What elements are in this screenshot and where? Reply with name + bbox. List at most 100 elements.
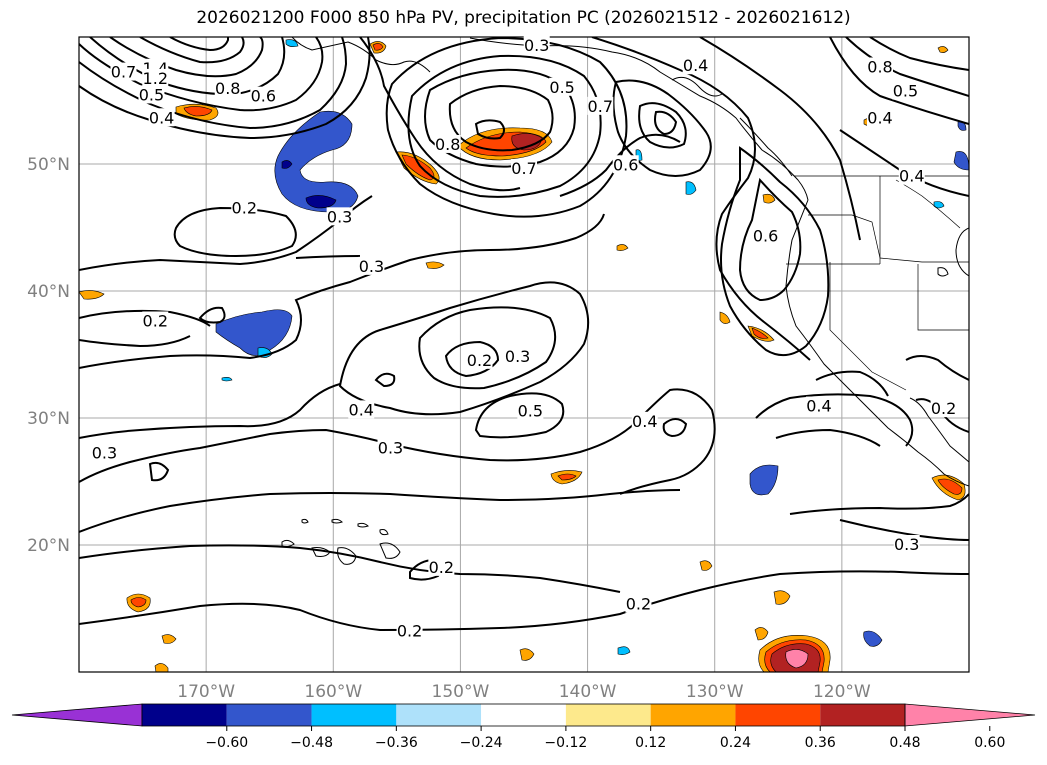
precip-area-positive — [616, 244, 629, 251]
precip-area-positive — [161, 634, 177, 644]
precip-area-positive — [773, 590, 791, 605]
precip-area-positive — [519, 648, 535, 661]
colorbar-segment — [226, 704, 312, 726]
coastlines — [291, 37, 969, 487]
contour-label-bg — [214, 79, 241, 98]
contour-label-bg — [396, 621, 423, 640]
contour-label: 0.4 — [867, 108, 892, 127]
colorbar-tick-label: 0.60 — [974, 735, 1005, 751]
precip-area-positive — [937, 478, 963, 495]
contour-label-bg — [549, 77, 576, 96]
contour-label-bg — [587, 96, 614, 115]
contour-label: 0.4 — [149, 108, 174, 127]
lon-tick-label: 150°W — [432, 682, 490, 702]
colorbar-segment — [820, 704, 905, 726]
latitude-labels: 20°N 30°N 40°N 50°N — [27, 155, 70, 556]
contour-label: 0.6 — [251, 87, 276, 106]
pv-contours — [79, 37, 969, 632]
contour-label: 0.3 — [894, 535, 919, 554]
contour-label: 0.3 — [524, 36, 549, 55]
contour-label-bg — [682, 56, 709, 75]
contour-label: 0.7 — [588, 97, 613, 116]
contour-label: 0.5 — [518, 402, 543, 421]
contour-label-bg — [523, 35, 550, 54]
contour-label-bg — [358, 256, 385, 275]
colorbar-segment — [735, 704, 821, 726]
contour-label: 0.3 — [378, 438, 403, 457]
contour-label-bg — [231, 198, 258, 217]
colorbar-segment — [311, 704, 397, 726]
contour-label-bg — [434, 134, 461, 153]
precip-area-positive — [785, 649, 809, 669]
colorbar: −0.60 −0.48 −0.36 −0.24 −0.12 0.12 0.24 0.36 0.4… — [11, 703, 1036, 751]
precip-area-negative — [617, 646, 631, 655]
islands — [281, 267, 949, 565]
precip-area-negative — [863, 630, 883, 647]
map-title: 2026021200 F000 850 hPa PV, precipitatio… — [196, 8, 851, 28]
contour-label-bg — [612, 155, 639, 174]
contour-label-bg — [326, 207, 353, 226]
contour-label: 0.2 — [429, 558, 454, 577]
contour-label: 0.2 — [467, 351, 492, 370]
contour-label-bg — [631, 411, 658, 430]
contour-label: 0.2 — [232, 198, 257, 217]
colorbar-segment — [481, 704, 566, 726]
contour-label: 0.5 — [549, 78, 574, 97]
colorbar-segment — [565, 704, 651, 726]
colorbar-segment — [650, 704, 736, 726]
contour-label-bg — [805, 396, 832, 415]
contour-label-bg — [867, 108, 893, 127]
contour-label-bg — [752, 226, 779, 245]
contour-labels: 0.30.40.50.70.80.50.40.41.41.20.70.5 0.8 0… — [91, 35, 957, 640]
contour-label-bg — [110, 62, 137, 81]
precip-area-positive — [699, 560, 713, 571]
contour-label-bg — [428, 557, 455, 576]
contour-label-bg — [142, 311, 169, 330]
contour-label: 0.8 — [215, 79, 240, 98]
lon-tick-label: 140°W — [559, 682, 617, 702]
precip-area-positive — [154, 663, 169, 672]
contour-label-bg — [625, 594, 652, 613]
contour-label: 0.2 — [397, 621, 422, 640]
contour-label: 0.2 — [143, 311, 168, 330]
colorbar-tick-label: 0.36 — [805, 735, 836, 751]
contour-label-bg — [517, 401, 544, 420]
colorbar-tick-label: 0.12 — [635, 735, 666, 751]
contour-label-bg — [91, 443, 118, 462]
contour-label-bg — [148, 108, 175, 127]
precip-area-negative — [749, 464, 779, 496]
precip-area-positive — [425, 261, 445, 269]
colorbar-tick-label: −0.36 — [375, 735, 418, 751]
contour-label: 0.3 — [92, 444, 117, 463]
precip-area-negative — [281, 160, 293, 169]
colorbar-extend-min — [11, 703, 143, 727]
precip-area-positive — [751, 327, 769, 339]
precip-area-positive — [511, 133, 543, 151]
contour-label: 0.4 — [632, 412, 657, 431]
political-boundaries — [786, 175, 969, 391]
contour-label: 0.4 — [806, 397, 831, 416]
contour-label: 0.6 — [753, 226, 778, 245]
contour-label-bg — [348, 400, 375, 419]
contour-label: 0.7 — [111, 63, 136, 82]
contour-label: 0.4 — [683, 56, 708, 75]
contour-label-bg — [930, 399, 957, 418]
lon-tick-label: 130°W — [686, 682, 744, 702]
lat-tick-label: 40°N — [27, 282, 70, 302]
lat-tick-label: 20°N — [27, 536, 70, 556]
precip-area-negative — [285, 39, 299, 47]
gridlines — [79, 37, 969, 672]
precip-area-negative — [305, 195, 337, 209]
contour-label-bg — [504, 347, 531, 366]
contour-label: 0.3 — [359, 257, 384, 276]
precip-area-positive — [130, 597, 147, 608]
longitude-labels: 170°W 160°W 150°W 140°W 130°W 120°W — [177, 682, 871, 702]
colorbar-tick-label: 0.24 — [720, 735, 751, 751]
contour-label: 0.6 — [613, 155, 638, 174]
colorbar-tick-label: −0.60 — [205, 735, 248, 751]
contour-label-bg — [892, 81, 919, 100]
lon-tick-label: 120°W — [813, 682, 871, 702]
colorbar-tick-label: −0.48 — [290, 735, 333, 751]
precip-area-negative — [274, 110, 359, 213]
contour-label-bg — [466, 350, 493, 369]
